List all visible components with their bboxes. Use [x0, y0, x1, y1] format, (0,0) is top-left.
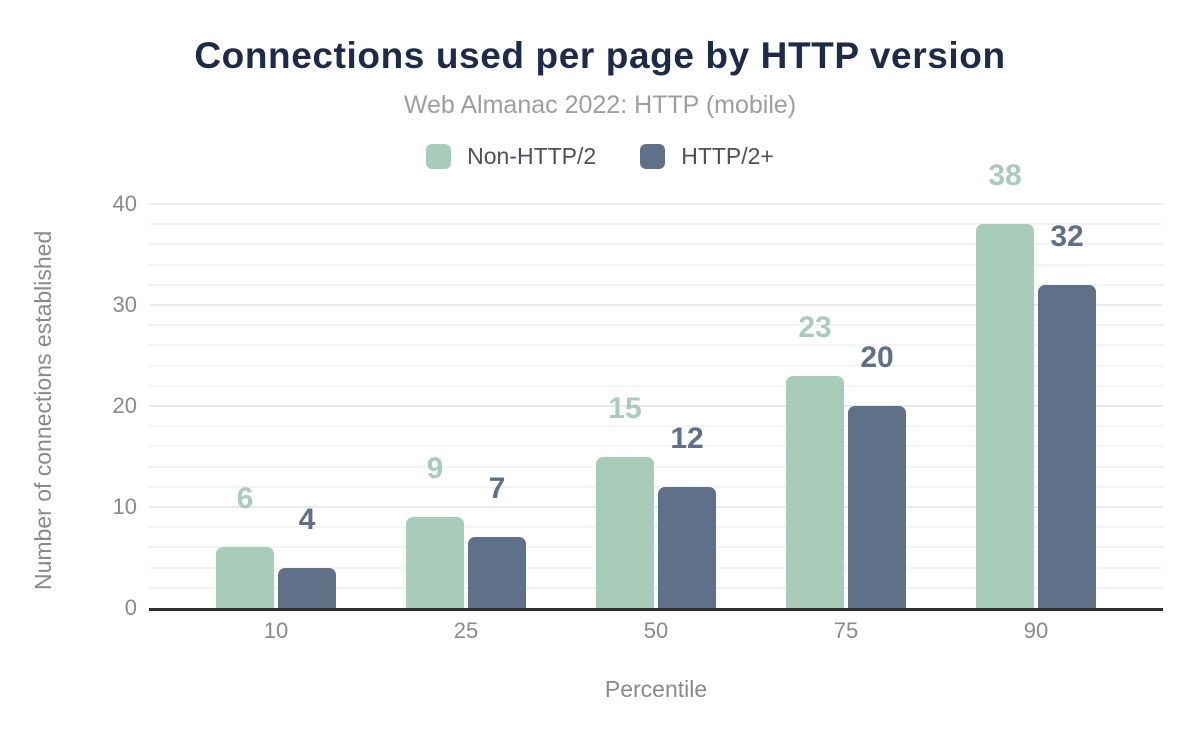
legend: Non-HTTP/2 HTTP/2+ — [0, 141, 1200, 171]
minor-gridline-38 — [149, 223, 1163, 226]
bar-value-http-2-p10: 4 — [298, 502, 316, 536]
bar-value-http-2-p25: 7 — [488, 472, 506, 506]
minor-gridline-16 — [149, 445, 1163, 448]
minor-gridline-6 — [149, 546, 1163, 549]
minor-gridline-4 — [149, 566, 1163, 569]
x-axis-line — [149, 608, 1163, 611]
bar-value-non-http-2-p10: 6 — [236, 482, 254, 516]
bar-value-non-http-2-p75: 23 — [798, 310, 832, 344]
bar-http-2-p25[interactable] — [468, 537, 526, 608]
bar-http-2-p10[interactable] — [278, 567, 336, 608]
major-gridline-30 — [149, 304, 1163, 306]
minor-gridline-12 — [149, 485, 1163, 488]
minor-gridline-28 — [149, 324, 1163, 327]
x-tick-label-25: 25 — [453, 618, 479, 643]
legend-item-http-2[interactable]: HTTP/2+ — [640, 142, 774, 169]
bar-value-non-http-2-p90: 38 — [988, 159, 1022, 193]
minor-gridline-32 — [149, 283, 1163, 286]
bar-value-http-2-p90: 32 — [1050, 219, 1084, 253]
bar-non-http-2-p10[interactable] — [216, 547, 274, 608]
minor-gridline-8 — [149, 526, 1163, 529]
bar-non-http-2-p75[interactable] — [786, 375, 844, 608]
minor-gridline-14 — [149, 465, 1163, 468]
chart-title: Connections used per page by HTTP versio… — [194, 35, 1006, 76]
x-tick-label-90: 90 — [1023, 618, 1049, 643]
bar-http-2-p75[interactable] — [848, 406, 906, 608]
legend-swatch-non-http-2 — [426, 143, 452, 169]
y-tick-label-0: 0 — [124, 595, 137, 620]
bar-value-http-2-p50: 12 — [670, 421, 704, 455]
legend-swatch-http-2 — [640, 143, 666, 169]
bar-non-http-2-p25[interactable] — [406, 517, 464, 608]
chart-subtitle: Web Almanac 2022: HTTP (mobile) — [403, 91, 797, 119]
bar-value-non-http-2-p50: 15 — [608, 391, 642, 425]
major-gridline-10 — [149, 506, 1163, 508]
x-tick-label-75: 75 — [833, 618, 859, 643]
minor-gridline-22 — [149, 384, 1163, 387]
major-gridline-20 — [149, 405, 1163, 407]
minor-gridline-34 — [149, 263, 1163, 266]
legend-label-http-2: HTTP/2+ — [681, 142, 774, 169]
x-tick-label-10: 10 — [263, 618, 289, 643]
bar-value-http-2-p75: 20 — [860, 341, 894, 374]
y-tick-label-20: 20 — [112, 393, 137, 418]
minor-gridline-18 — [149, 425, 1163, 428]
x-axis-title: Percentile — [604, 676, 708, 702]
bar-http-2-p90[interactable] — [1038, 284, 1096, 608]
y-tick-label-30: 30 — [112, 292, 137, 317]
plot-area: Percentile 0 10 20 30 40 6 4 10 9 7 25 15 12 50 23 20 75… — [113, 161, 1163, 702]
minor-gridline-2 — [149, 586, 1163, 589]
major-gridline-40 — [149, 203, 1163, 205]
y-tick-label-10: 10 — [112, 494, 137, 519]
legend-item-non-http-2[interactable]: Non-HTTP/2 — [426, 142, 597, 169]
bar-non-http-2-p90[interactable] — [976, 224, 1034, 608]
x-tick-label-50: 50 — [643, 618, 669, 643]
minor-gridline-36 — [149, 243, 1163, 246]
bar-http-2-p50[interactable] — [658, 486, 716, 608]
bar-non-http-2-p50[interactable] — [596, 456, 654, 608]
y-tick-label-40: 40 — [112, 191, 137, 216]
minor-gridline-24 — [149, 364, 1163, 367]
bar-value-non-http-2-p25: 9 — [426, 452, 444, 486]
legend-label-non-http-2: Non-HTTP/2 — [467, 142, 597, 169]
minor-gridline-26 — [149, 344, 1163, 347]
